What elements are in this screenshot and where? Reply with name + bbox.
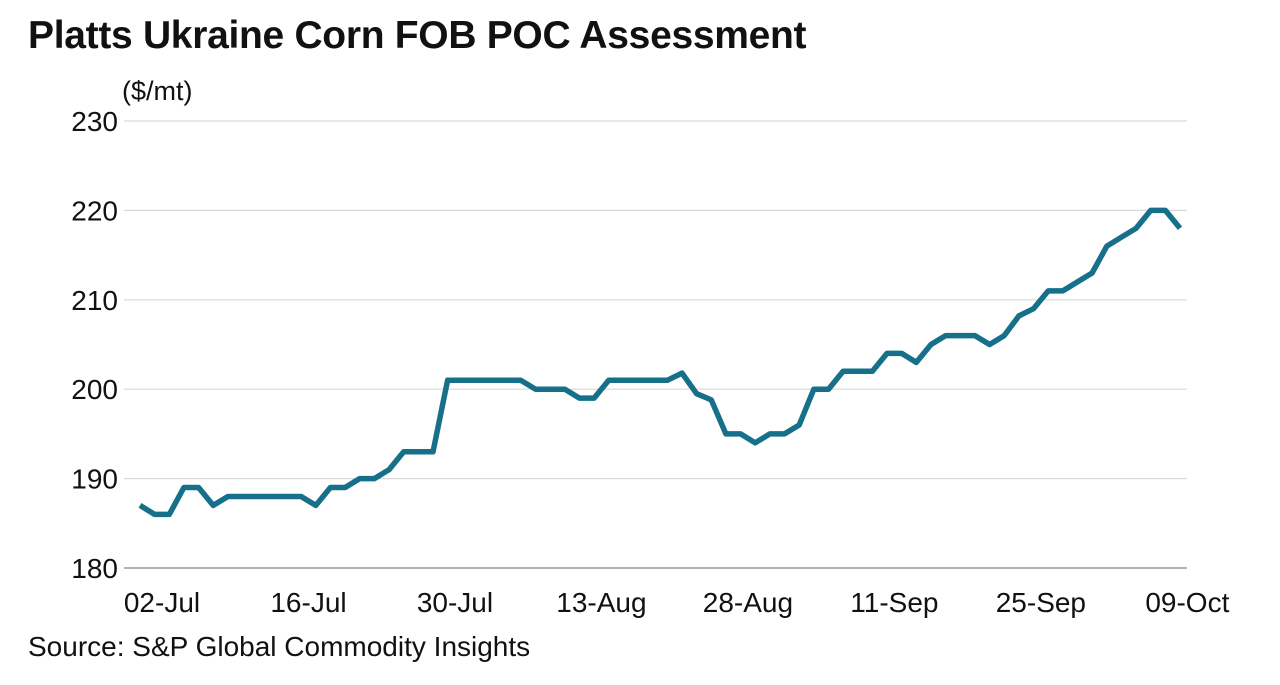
x-tick-label: 28-Aug <box>703 587 793 618</box>
x-axis-ticks: 02-Jul 16-Jul 30-Jul 13-Aug 28-Aug 11-Sep 25-S… <box>124 587 1230 618</box>
y-tick-label: 180 <box>71 553 118 584</box>
y-axis-unit-label: ($/mt) <box>122 76 193 106</box>
source-note: Source: S&P Global Commodity Insights <box>28 631 531 662</box>
x-tick-label: 25-Sep <box>996 587 1086 618</box>
chart-title: Platts Ukraine Corn FOB POC Assessment <box>28 14 807 57</box>
x-tick-label: 02-Jul <box>124 587 200 618</box>
x-tick-label: 09-Oct <box>1145 587 1229 618</box>
x-tick-label: 16-Jul <box>270 587 346 618</box>
gridlines <box>124 120 1187 569</box>
y-axis-ticks: 180 190 200 210 220 230 <box>71 106 118 584</box>
y-tick-label: 190 <box>71 464 118 495</box>
y-tick-label: 220 <box>71 195 118 226</box>
series-group <box>138 207 1183 518</box>
y-tick-label: 200 <box>71 374 118 405</box>
x-tick-label: 30-Jul <box>417 587 493 618</box>
series-line <box>138 207 1183 518</box>
x-tick-label: 11-Sep <box>850 587 938 618</box>
x-tick-label: 13-Aug <box>556 587 646 618</box>
y-tick-label: 230 <box>71 106 118 137</box>
y-tick-label: 210 <box>71 285 118 316</box>
